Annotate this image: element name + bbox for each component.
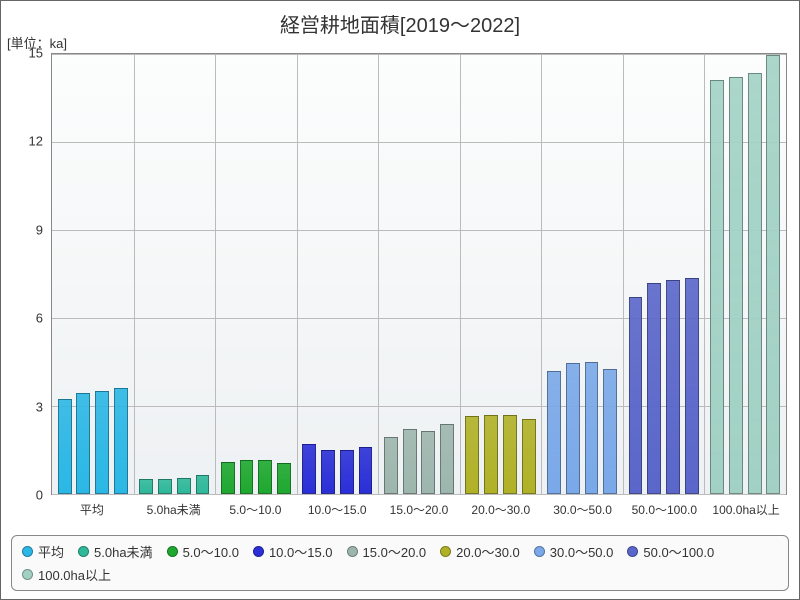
legend-swatch <box>534 546 545 557</box>
gridline-h <box>52 494 786 495</box>
bar <box>729 77 743 494</box>
x-tick-label: 5.0～10.0 <box>229 501 281 518</box>
legend-swatch <box>22 569 33 580</box>
bar <box>666 280 680 494</box>
bar <box>484 415 498 494</box>
bar <box>647 283 661 494</box>
bar <box>384 437 398 494</box>
y-tick-label: 0 <box>36 488 43 503</box>
bar <box>76 393 90 494</box>
legend-item: 5.0～10.0 <box>167 542 239 561</box>
bar-group <box>541 54 623 494</box>
x-axis-labels: 平均 5.0ha未満 5.0～10.0 10.0～15.0 15.0～20.0 20.0～… <box>51 501 787 521</box>
bars-layer <box>52 54 786 494</box>
bar <box>277 463 291 494</box>
x-tick-label: 100.0ha以上 <box>712 501 779 518</box>
bar <box>321 450 335 494</box>
bar <box>522 419 536 494</box>
legend-label: 30.0～50.0 <box>550 542 614 561</box>
bar <box>440 424 454 494</box>
legend-label: 5.0～10.0 <box>183 542 239 561</box>
bar <box>421 431 435 494</box>
y-tick-label: 6 <box>36 311 43 326</box>
legend-item: 15.0～20.0 <box>347 542 427 561</box>
bar-group <box>460 54 542 494</box>
legend-swatch <box>253 546 264 557</box>
bar <box>403 429 417 494</box>
legend-label: 50.0～100.0 <box>643 542 714 561</box>
bar <box>177 478 191 494</box>
legend-item: 10.0～15.0 <box>253 542 333 561</box>
bar <box>114 388 128 494</box>
legend-item: 平均 <box>22 542 64 561</box>
legend-swatch <box>22 546 33 557</box>
bar <box>685 278 699 494</box>
x-tick-label: 50.0～100.0 <box>632 501 697 518</box>
bar-group <box>134 54 216 494</box>
legend-label: 平均 <box>38 542 64 561</box>
legend-swatch <box>167 546 178 557</box>
legend-item: 100.0ha以上 <box>22 565 111 584</box>
x-tick-label: 15.0～20.0 <box>390 501 449 518</box>
bar <box>196 475 210 494</box>
bar <box>302 444 316 494</box>
legend: 平均 5.0ha未満 5.0～10.0 10.0～15.0 15.0～20.0 20.0～… <box>11 535 789 591</box>
x-tick-label: 5.0ha未満 <box>147 501 201 518</box>
y-tick-label: 3 <box>36 399 43 414</box>
legend-swatch <box>440 546 451 557</box>
bar-group <box>623 54 705 494</box>
bar <box>566 363 580 494</box>
legend-label: 5.0ha未満 <box>94 542 153 561</box>
y-tick-label: 15 <box>29 46 43 61</box>
bar-group <box>215 54 297 494</box>
bar <box>95 391 109 494</box>
bar <box>158 479 172 494</box>
legend-label: 20.0～30.0 <box>456 542 520 561</box>
chart-title: 経営耕地面積[2019～2022] <box>1 9 799 38</box>
x-tick-label: 30.0～50.0 <box>553 501 612 518</box>
x-tick-label: 20.0～30.0 <box>471 501 530 518</box>
bar <box>629 297 643 494</box>
legend-item: 30.0～50.0 <box>534 542 614 561</box>
x-tick-label: 平均 <box>80 501 104 518</box>
bar <box>766 55 780 494</box>
legend-swatch <box>347 546 358 557</box>
bar <box>221 462 235 494</box>
bar-group <box>297 54 379 494</box>
bar <box>465 416 479 494</box>
bar <box>139 479 153 494</box>
legend-item: 50.0～100.0 <box>627 542 714 561</box>
bar-group <box>52 54 134 494</box>
bar <box>585 362 599 494</box>
bar <box>603 369 617 494</box>
chart-container: 経営耕地面積[2019～2022] [単位：ka] 03691215 平均5.0… <box>0 0 800 600</box>
bar-group <box>378 54 460 494</box>
legend-swatch <box>78 546 89 557</box>
legend-item: 20.0～30.0 <box>440 542 520 561</box>
bar <box>340 450 354 494</box>
legend-label: 10.0～15.0 <box>269 542 333 561</box>
bar <box>58 399 72 494</box>
bar <box>710 80 724 494</box>
legend-swatch <box>627 546 638 557</box>
y-axis-labels: 03691215 <box>1 53 47 495</box>
bar <box>748 73 762 494</box>
legend-label: 100.0ha以上 <box>38 565 111 584</box>
legend-item: 5.0ha未満 <box>78 542 153 561</box>
bar <box>240 460 254 494</box>
bar <box>359 447 373 494</box>
x-tick-label: 10.0～15.0 <box>308 501 367 518</box>
bar <box>503 415 517 494</box>
bar <box>258 460 272 494</box>
y-tick-label: 9 <box>36 222 43 237</box>
plot-area <box>51 53 787 495</box>
bar-group <box>704 54 786 494</box>
bar <box>547 371 561 494</box>
y-tick-label: 12 <box>29 134 43 149</box>
legend-label: 15.0～20.0 <box>363 542 427 561</box>
